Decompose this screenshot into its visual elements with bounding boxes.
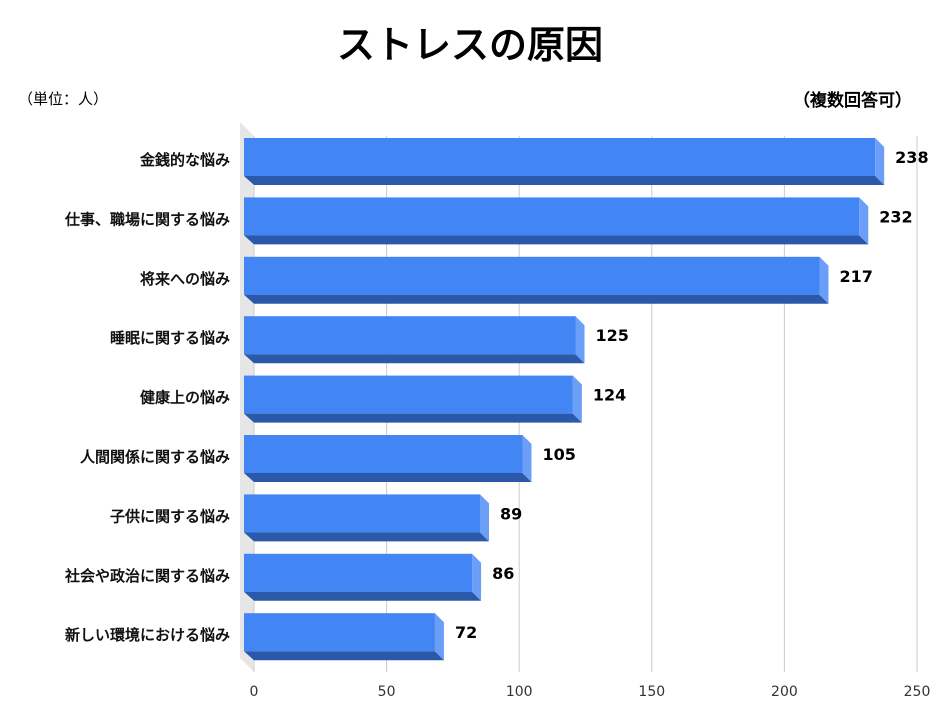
value-label: 217: [839, 267, 872, 286]
bar-side-face: [472, 553, 482, 601]
category-label: 社会や政治に関する悩み: [64, 567, 230, 585]
bar-group: [244, 375, 582, 423]
value-label: 86: [492, 564, 514, 583]
x-tick-label: 50: [378, 684, 396, 700]
bar-side-face: [572, 375, 582, 423]
bar-side-face: [434, 613, 444, 661]
bar-bottom-face: [244, 532, 490, 542]
bar-group: [244, 316, 585, 364]
value-label: 72: [455, 623, 477, 642]
bar: [244, 197, 860, 236]
bar-side-face: [875, 138, 885, 185]
bar-bottom-face: [244, 591, 482, 601]
bar-bottom-face: [244, 354, 585, 364]
x-tick-label: 200: [771, 684, 798, 700]
bar-bottom-face: [244, 473, 532, 482]
x-tick-label: 250: [904, 684, 931, 700]
bar-side-face: [480, 494, 490, 542]
bar: [244, 435, 523, 473]
bar: [244, 256, 820, 295]
bar-side-face: [819, 256, 829, 304]
bar: [244, 494, 481, 533]
value-label: 124: [593, 386, 626, 405]
x-tick-label: 0: [250, 684, 259, 700]
x-tick-label: 100: [506, 684, 533, 700]
bar-side-face: [575, 316, 585, 364]
bar-side-face: [859, 197, 869, 245]
category-label: 人間関係に関する悩み: [80, 448, 230, 466]
bar-group: [244, 435, 532, 482]
bar-group: [244, 256, 829, 304]
bar-group: [244, 613, 444, 661]
value-label: 125: [596, 326, 629, 345]
bar-bottom-face: [244, 235, 869, 245]
multiple-answers-note: （複数回答可）: [793, 91, 912, 111]
category-label: 仕事、職場に関する悩み: [64, 210, 230, 228]
bar-group: [244, 138, 885, 185]
category-label: 子供に関する悩み: [110, 507, 230, 525]
bar: [244, 375, 573, 414]
bar-bottom-face: [244, 176, 885, 185]
bar-bottom-face: [244, 413, 582, 423]
value-label: 105: [542, 445, 575, 464]
x-tick-label: 150: [638, 684, 665, 700]
category-label: 金銭的な悩み: [139, 151, 230, 169]
bar: [244, 553, 473, 592]
bar-bottom-face: [244, 651, 444, 661]
chart-title: ストレスの原因: [336, 23, 603, 67]
bar-group: [244, 494, 490, 542]
category-label: 睡眠に関する悩み: [110, 329, 230, 347]
category-label: 健康上の悩み: [140, 389, 230, 407]
unit-label: （単位：人）: [18, 90, 109, 108]
value-label: 238: [895, 148, 928, 167]
bar: [244, 138, 876, 176]
value-label: 232: [879, 207, 912, 226]
bar: [244, 613, 435, 652]
bar-bottom-face: [244, 294, 829, 304]
bar-side-face: [522, 435, 532, 482]
bar: [244, 316, 576, 355]
category-label: 新しい環境における悩み: [65, 626, 230, 644]
bar-group: [244, 553, 482, 601]
bar-group: [244, 197, 869, 245]
value-label: 89: [500, 504, 522, 523]
category-label: 将来への悩み: [140, 270, 230, 288]
